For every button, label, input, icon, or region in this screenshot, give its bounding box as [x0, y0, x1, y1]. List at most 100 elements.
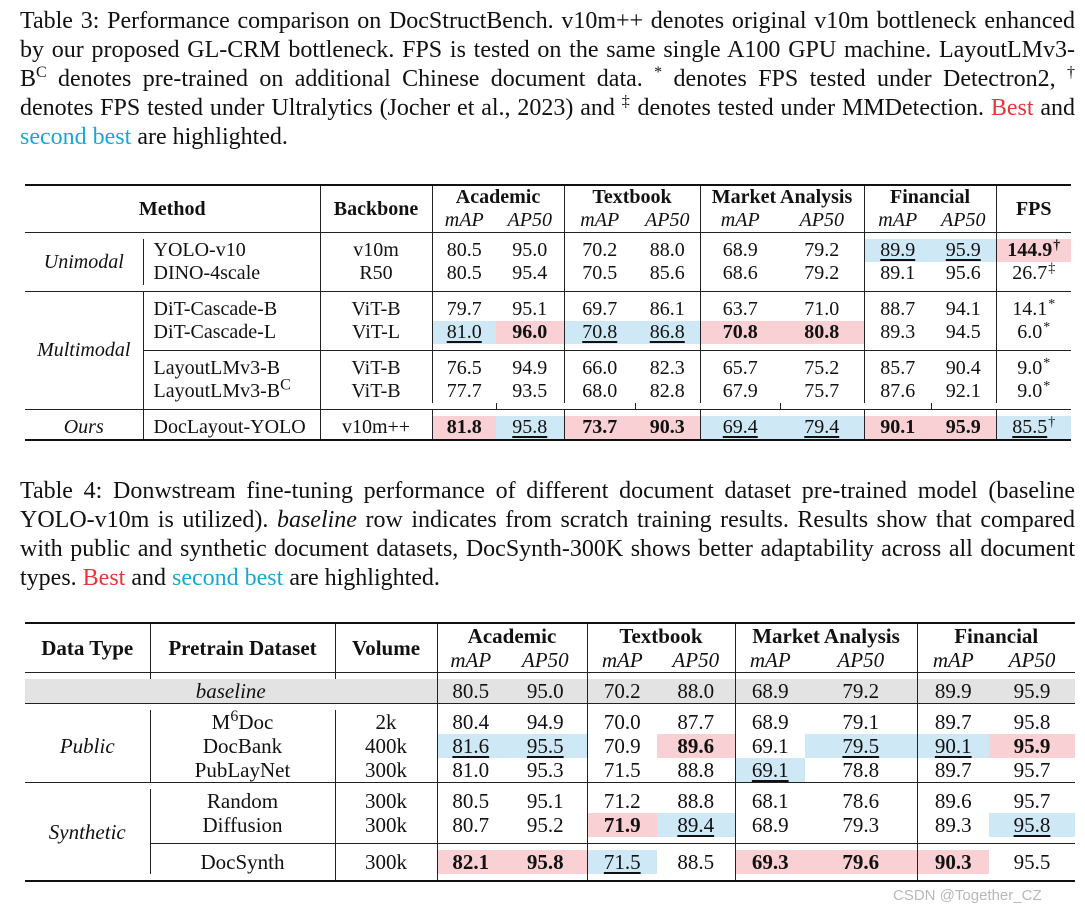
value-cell-second-best: 95.9 [931, 239, 997, 262]
table-row: DocBank 400k 81.6 95.5 70.9 89.6 69.1 79… [25, 734, 1075, 758]
value-cell-best: 73.7 [564, 416, 635, 441]
value-cell: 79.2 [780, 262, 865, 285]
value-cell-second-best: 89.4 [657, 813, 736, 837]
header-map: mAP [587, 648, 657, 673]
value-cell-second-best: 79.4 [780, 416, 865, 441]
caption-text: and [125, 565, 172, 591]
backbone-cell: ViT-B [320, 380, 433, 403]
value-cell: 94.9 [504, 710, 588, 734]
value-cell-best: 69.3 [735, 850, 805, 874]
best-legend: Best [990, 95, 1034, 121]
value-cell: 85.7 [880, 357, 916, 379]
fps-cell-second-best: 85.5† [996, 416, 1071, 441]
value-cell: 95.7 [1013, 758, 1051, 782]
fps-symbol: † [1053, 238, 1061, 253]
fps-value: 85.5 [1012, 416, 1048, 438]
value-cell: 80.5 [452, 679, 490, 703]
value-cell: 95.7 [1013, 789, 1051, 813]
value-cell: 70.9 [603, 734, 641, 758]
value-cell: 68.6 [722, 262, 758, 284]
header-academic: Academic [437, 622, 588, 648]
table-row: Public M6Doc 2k 80.4 94.9 70.0 87.7 68.9… [25, 708, 1075, 783]
value-cell: 78.8 [805, 758, 918, 783]
header-map: mAP [564, 209, 635, 233]
volume-cell: 2k [335, 710, 438, 734]
value-cell: 95.1 [496, 298, 565, 321]
value-cell-second-best: 95.8 [496, 416, 565, 441]
group-public: Public [25, 710, 151, 783]
value-cell: 68.1 [751, 789, 789, 813]
header-academic: Academic [432, 184, 565, 209]
dataset-name: M6Doc [150, 708, 336, 734]
value-cell: 95.0 [496, 239, 565, 262]
value-cell-best: 90.1 [864, 416, 931, 441]
value-cell-second-best: 79.5 [805, 734, 918, 758]
fps-cell-best: 144.9† [996, 239, 1071, 262]
value-cell: 68.9 [751, 813, 789, 837]
header-ap50: AP50 [805, 648, 918, 673]
value-cell: 87.6 [880, 380, 916, 402]
header-map: mAP [437, 648, 504, 673]
header-financial: Financial [864, 184, 997, 209]
header-volume: Volume [335, 622, 438, 673]
backbone-cell: v10m [320, 239, 433, 262]
value-cell: 85.6 [635, 262, 701, 285]
value-text: 89.9 [880, 239, 916, 261]
value-cell: 70.2 [582, 239, 618, 261]
value-cell-second-best: 81.0 [432, 321, 496, 344]
value-cell: 66.0 [582, 357, 618, 379]
value-cell: 93.5 [496, 380, 565, 403]
fps-symbol: * [1043, 356, 1051, 371]
header-financial: Financial [917, 622, 1075, 648]
method-name: DiT-Cascade-B [143, 298, 321, 321]
value-cell-best: 90.3 [635, 416, 701, 441]
value-cell: 95.6 [931, 262, 997, 285]
caption-text: row indicates from scratch training resu… [20, 507, 1076, 591]
table3-caption: Table 3: Performance comparison on DocSt… [20, 7, 1075, 152]
superscript-6: 6 [230, 708, 239, 725]
value-cell: 77.7 [446, 380, 482, 402]
value-cell: 95.3 [504, 758, 588, 783]
value-cell: 75.7 [780, 380, 865, 403]
value-cell: 89.7 [934, 710, 972, 734]
value-text: 89.4 [677, 813, 715, 837]
value-cell: 95.8 [1013, 710, 1051, 734]
dataset-text: M [211, 710, 231, 734]
value-text: 90.1 [934, 734, 972, 758]
value-text: 69.4 [722, 416, 758, 438]
header-ap50: AP50 [931, 209, 997, 233]
dataset-name: DocSynth [150, 850, 336, 874]
superscript-c: C [36, 64, 47, 81]
value-cell: 80.5 [446, 262, 482, 284]
header-ap50: AP50 [657, 648, 736, 673]
value-cell: 95.0 [504, 679, 588, 704]
value-cell: 68.9 [751, 679, 789, 703]
dataset-name: Random [150, 789, 336, 813]
group-ours: Ours [25, 416, 144, 441]
value-cell: 87.7 [657, 710, 736, 734]
backbone-cell: ViT-B [320, 357, 433, 380]
dataset-name: PubLayNet [150, 758, 336, 783]
table-row: LayoutLMv3-B ViT-B 76.5 94.9 66.0 82.3 6… [25, 357, 1071, 380]
table3-label: Table 3: [20, 8, 100, 34]
value-cell-best: 95.8 [504, 850, 588, 874]
star-symbol: * [654, 64, 663, 81]
fps-cell: 6.0* [996, 321, 1071, 344]
value-cell: 90.4 [931, 357, 997, 380]
value-cell-best: 82.1 [437, 850, 504, 874]
baseline-label: baseline [25, 679, 438, 704]
value-cell: 75.2 [780, 357, 865, 380]
baseline-word: baseline [276, 507, 357, 533]
header-map: mAP [735, 648, 805, 673]
method-text: LayoutLMv3-B [153, 380, 281, 402]
table3: Method Backbone Academic Textbook Market… [25, 184, 1071, 441]
caption-text: denotes tested under MMDetection. [630, 95, 991, 121]
header-map: mAP [432, 209, 496, 233]
volume-cell: 400k [335, 734, 438, 758]
value-cell: 95.9 [1013, 679, 1051, 703]
value-cell: 89.3 [934, 813, 972, 837]
header-fps: FPS [996, 184, 1071, 233]
table-row: Ours DocLayout-YOLO v10m++ 81.8 95.8 73.… [25, 416, 1071, 441]
dataset-text: Doc [238, 710, 274, 734]
value-cell: 94.5 [931, 321, 997, 344]
